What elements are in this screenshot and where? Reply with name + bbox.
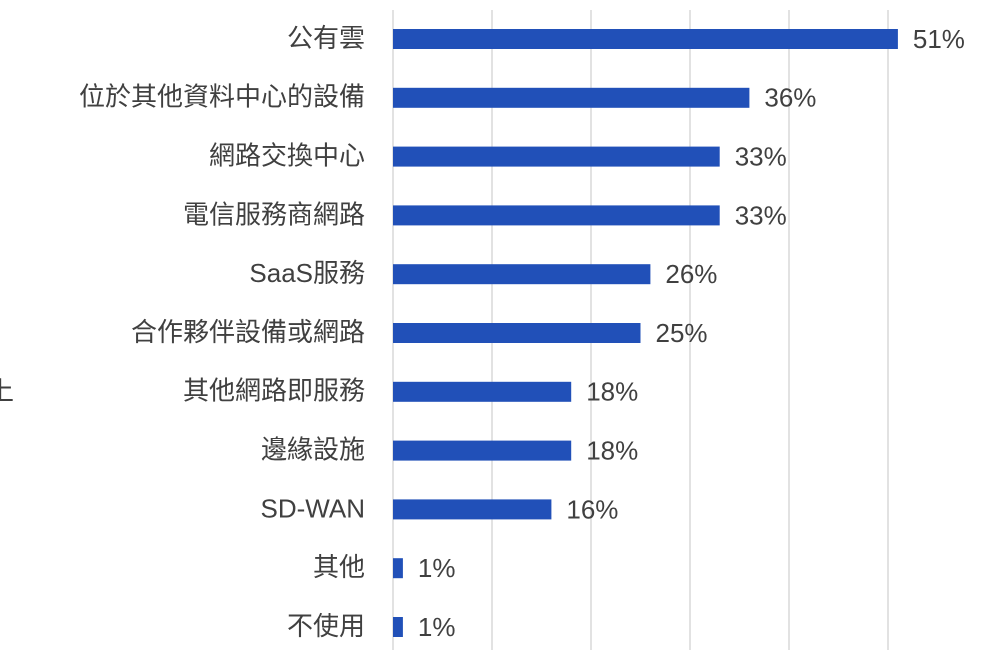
bar xyxy=(393,205,720,226)
value-label: 1% xyxy=(418,553,456,583)
value-label: 26% xyxy=(665,259,717,289)
category-label: 網路交換中心 xyxy=(209,140,365,170)
value-label: 51% xyxy=(913,24,965,54)
value-label: 33% xyxy=(735,200,787,230)
value-label: 36% xyxy=(764,83,816,113)
bar xyxy=(393,264,651,285)
bar xyxy=(393,558,403,579)
value-label: 18% xyxy=(586,435,638,465)
bar xyxy=(393,146,720,167)
annotation: 上 xyxy=(0,376,14,406)
bar xyxy=(393,381,572,402)
bar xyxy=(393,323,641,343)
bar xyxy=(393,440,572,461)
category-label: 其他 xyxy=(313,552,365,582)
category-label: 合作夥伴設備或網路 xyxy=(131,317,365,347)
bar xyxy=(393,617,403,637)
bar xyxy=(393,499,552,520)
value-label: 25% xyxy=(656,318,708,348)
category-label: 位於其他資料中心的設備 xyxy=(79,82,365,112)
category-label: SaaS服務 xyxy=(249,258,365,288)
value-label: 18% xyxy=(586,377,638,407)
value-label: 16% xyxy=(566,494,618,524)
category-label: 電信服務商網路 xyxy=(183,199,365,229)
category-label: 其他網路即服務 xyxy=(183,376,365,406)
bar xyxy=(393,87,750,108)
category-label: 不使用 xyxy=(287,611,365,641)
value-label: 1% xyxy=(418,612,456,642)
category-label: 邊緣設施 xyxy=(261,434,365,464)
category-label: SD-WAN xyxy=(261,493,365,523)
category-label: 公有雲 xyxy=(287,23,365,53)
value-label: 33% xyxy=(735,141,787,171)
bar xyxy=(393,29,898,49)
